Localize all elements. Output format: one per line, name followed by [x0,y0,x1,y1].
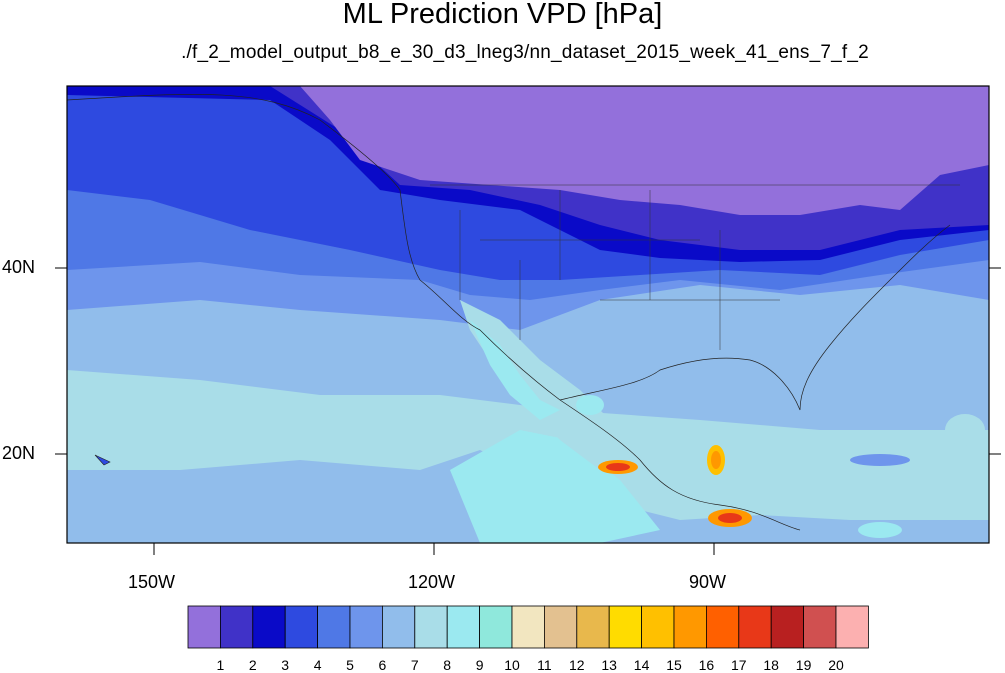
lon-label-150w: 150W [128,572,176,592]
colorbar-swatch [187,605,221,649]
colorbar-label: 10 [504,657,520,673]
colorbar-swatch [446,605,481,649]
vpd-field [67,86,989,543]
colorbar-label: 16 [698,657,715,673]
colorbar-swatch [479,605,513,649]
map-title: ML Prediction VPD [hPa] [342,0,663,30]
colorbar-swatch [803,605,837,649]
colorbar-swatch [576,605,610,649]
colorbar-label: 17 [731,657,747,673]
colorbar-label: 3 [281,657,290,673]
colorbar-swatch [219,605,254,649]
lon-ticks [153,543,715,555]
colorbar-label: 20 [828,657,844,673]
colorbar-label: 7 [410,657,419,673]
colorbar-swatch [673,605,707,649]
colorbar-label: 15 [666,657,682,673]
colorbar-swatch [608,605,643,649]
lon-label-120w: 120W [408,572,456,592]
colorbar-label: 2 [248,657,257,673]
lat-label-20n: 20N [2,443,36,463]
colorbar-swatch [738,605,772,649]
colorbar-label: 4 [313,657,322,673]
colorbar-label: 18 [763,657,779,673]
colorbar-swatch [284,605,319,649]
colorbar-label: 8 [443,657,452,673]
colorbar-label: 6 [378,657,387,673]
colorbar-label: 19 [795,657,812,673]
colorbar-label: 9 [475,657,484,673]
lon-label-90w: 90W [689,572,727,592]
colorbar-swatch [317,605,351,649]
colorbar-label: 13 [601,657,617,673]
colorbar-swatch [349,605,383,649]
colorbar-label: 12 [569,657,585,673]
map-frame [66,85,990,544]
colorbar-swatch [414,605,448,649]
colorbar-swatch [544,605,578,649]
colorbar-swatch [641,605,675,649]
colorbar-swatch [511,605,545,649]
map-subtitle: ./f_2_model_output_b8_e_30_d3_lneg3/nn_d… [181,42,869,63]
colorbar-label: 11 [537,657,552,673]
colorbar-label: 1 [216,657,225,673]
colorbar-label: 14 [633,657,650,673]
colorbar-swatch [835,605,869,649]
colorbar [187,605,869,649]
colorbar-swatch [252,605,286,649]
lat-label-40n: 40N [2,257,36,277]
lat-ticks [55,267,1001,455]
colorbar-swatch [706,605,740,649]
colorbar-swatch [381,605,416,649]
colorbar-label: 5 [346,657,354,673]
colorbar-swatch [770,605,805,649]
